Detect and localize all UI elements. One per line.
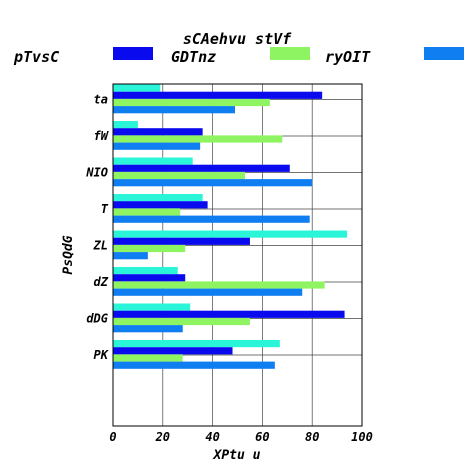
bar-ZL-s3: [113, 252, 148, 260]
legend-label: GDTnz: [171, 48, 216, 66]
bar-dDG-s1: [113, 310, 345, 318]
bar-fW-s3: [113, 142, 201, 150]
x-tick-label: 20: [155, 430, 170, 444]
legend-swatch: [270, 47, 310, 60]
bar-PK-s1: [113, 347, 233, 355]
bar-NIO-s2: [113, 171, 245, 180]
plot-frame: [112, 83, 363, 427]
bar-PK-s0: [113, 340, 280, 348]
y-tick-label: dDG: [86, 312, 108, 326]
bar-dDG-s0: [113, 303, 191, 311]
bar-ZL-s0: [113, 230, 348, 238]
bar-ta-s3: [113, 106, 236, 114]
legend-swatch: [113, 47, 153, 60]
bar-ZL-s1: [113, 237, 250, 245]
y-tick-labels: ta fW NIO T ZL dZ dDG PK: [85, 93, 109, 363]
bar-ta-s1: [113, 91, 323, 99]
y-tick-label: dZ: [94, 275, 109, 289]
bar-ta-s0: [113, 84, 161, 92]
legend: pTvsC GDTnz ryOIT: [13, 47, 464, 66]
bar-fW-s2: [113, 135, 283, 143]
bar-fW-s0: [113, 121, 138, 129]
bar-dDG-s3: [113, 325, 183, 333]
bar-dDG-s2: [113, 317, 250, 326]
bar-dZ-s1: [113, 274, 186, 282]
bar-NIO-s3: [113, 179, 313, 187]
legend-swatch: [424, 47, 464, 60]
bar-dZ-s3: [113, 288, 303, 296]
bars: [113, 84, 348, 369]
legend-label: pTvsC: [13, 48, 59, 66]
bar-ta-s2: [113, 98, 270, 107]
y-tick-label: PK: [94, 348, 110, 362]
bar-T-s0: [113, 194, 203, 202]
bar-T-s1: [113, 201, 208, 209]
bar-T-s3: [113, 215, 310, 223]
y-tick-label: NIO: [85, 166, 108, 180]
bar-NIO-s0: [113, 157, 193, 165]
x-axis-label: XPtu u: [213, 448, 261, 463]
x-tick-label: 100: [351, 430, 373, 444]
bar-T-s2: [113, 208, 181, 216]
bar-ZL-s2: [113, 244, 186, 253]
bar-PK-s3: [113, 361, 275, 369]
y-tick-label: T: [101, 202, 109, 216]
x-tick-label: 80: [305, 430, 319, 444]
chart-title: sCAehvu stVf: [183, 30, 292, 48]
y-tick-label: fW: [94, 129, 110, 143]
bar-dZ-s2: [113, 281, 325, 289]
x-tick-label: 0: [109, 430, 116, 444]
bar-dZ-s0: [113, 267, 178, 275]
bar-fW-s1: [113, 128, 203, 136]
bar-PK-s2: [113, 354, 183, 362]
x-tick-label: 40: [205, 430, 219, 444]
x-tick-label: 60: [255, 430, 269, 444]
y-tick-label: ta: [94, 93, 108, 107]
bar-NIO-s1: [113, 164, 290, 172]
x-tick-labels: 0 20 40 60 80 100: [109, 430, 372, 444]
y-tick-label: ZL: [93, 239, 108, 253]
y-axis-label: PsQdG: [61, 235, 76, 274]
legend-label: ryOIT: [325, 48, 371, 66]
